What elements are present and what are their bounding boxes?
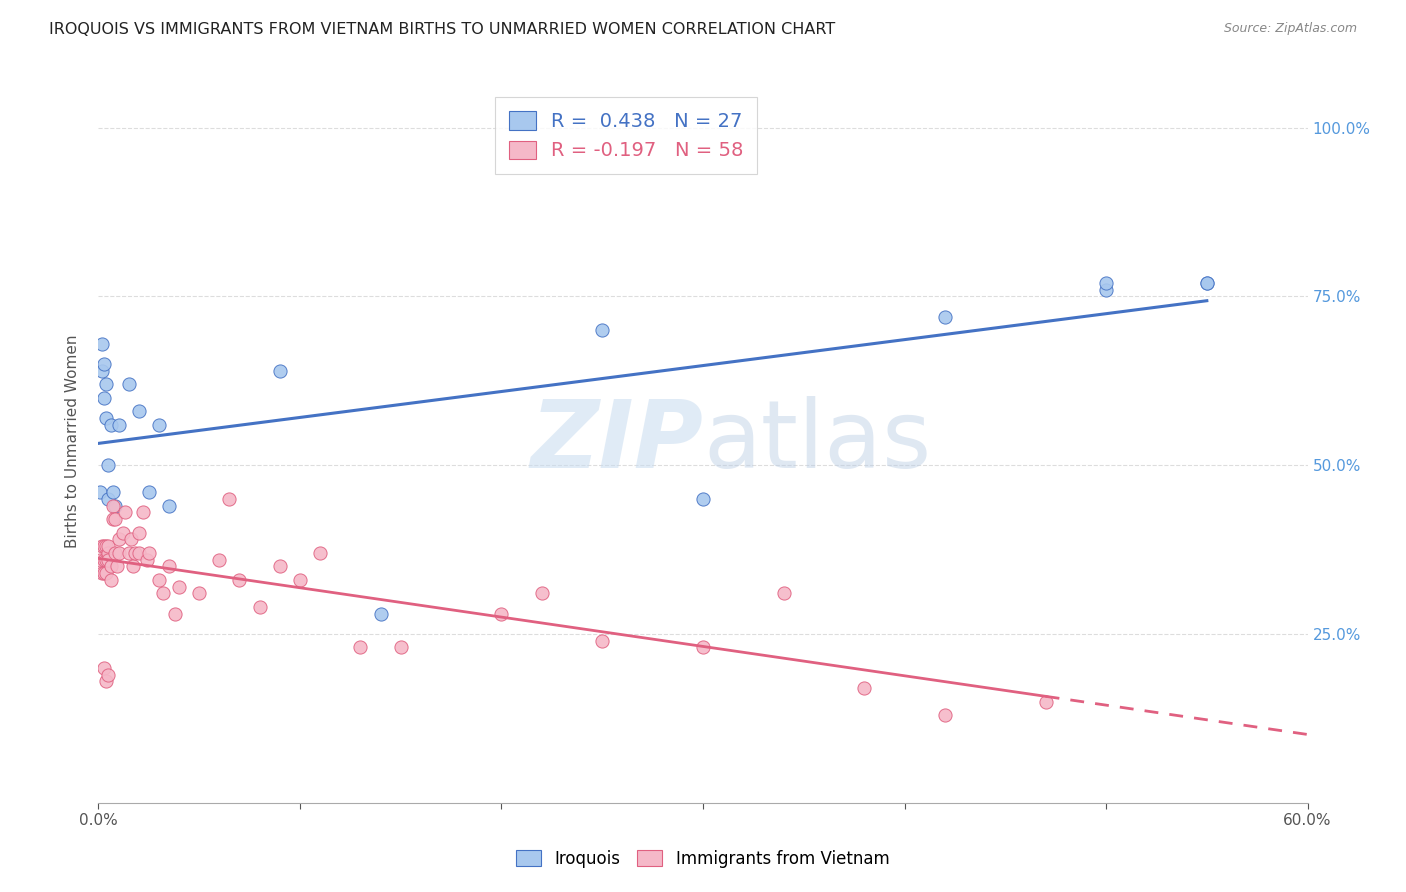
Point [120,533,142,547]
Point [103,499,125,513]
Point [96,552,118,566]
Text: Source: ZipAtlas.com: Source: ZipAtlas.com [1223,22,1357,36]
Point [121,559,143,574]
Point [103,512,125,526]
Point [97,546,120,560]
Point [349,640,371,655]
Point [89,485,111,500]
Point [91,364,114,378]
Point [491,607,513,621]
Point [93,391,115,405]
Point [188,586,211,600]
Point [89,552,111,566]
Point [96,674,118,689]
Point [389,640,412,655]
Point [269,364,291,378]
Point [114,505,136,519]
Text: ZIP: ZIP [530,395,703,488]
Point [218,491,240,506]
Point [93,566,115,581]
Point [91,539,114,553]
Point [93,539,115,553]
Point [124,546,146,560]
Point [269,559,291,574]
Point [530,586,553,600]
Point [1195,276,1218,290]
Point [128,525,150,540]
Point [107,546,129,560]
Point [101,512,124,526]
Point [100,417,122,432]
Point [100,573,122,587]
Point [249,599,271,614]
Point [107,417,129,432]
Text: atlas: atlas [703,395,931,488]
Point [138,485,160,500]
Point [1095,283,1118,297]
Legend: Iroquois, Immigrants from Vietnam: Iroquois, Immigrants from Vietnam [510,844,896,875]
Point [101,485,124,500]
Point [128,546,150,560]
Point [118,546,141,560]
Point [772,586,794,600]
Point [163,607,186,621]
Point [370,607,392,621]
Point [118,377,141,392]
Point [96,566,118,581]
Point [309,546,332,560]
Point [100,559,122,574]
Text: IROQUOIS VS IMMIGRANTS FROM VIETNAM BIRTHS TO UNMARRIED WOMEN CORRELATION CHART: IROQUOIS VS IMMIGRANTS FROM VIETNAM BIRT… [49,22,835,37]
Point [853,681,876,695]
Point [107,533,129,547]
Point [934,708,956,723]
Point [103,546,125,560]
Point [692,640,714,655]
Point [1195,276,1218,290]
Point [97,458,120,472]
Point [101,499,124,513]
Point [97,667,120,681]
Point [157,499,180,513]
Point [591,633,613,648]
Point [135,552,157,566]
Point [157,559,180,574]
Point [228,573,250,587]
Point [132,505,155,519]
Point [93,552,115,566]
Point [97,552,120,566]
Point [97,539,120,553]
Point [111,525,134,540]
Point [93,661,115,675]
Point [934,310,956,324]
Point [96,539,118,553]
Point [138,546,160,560]
Point [105,559,128,574]
Point [128,404,150,418]
Point [148,417,170,432]
Point [152,586,174,600]
Point [96,377,118,392]
Point [288,573,311,587]
Point [96,411,118,425]
Point [91,336,114,351]
Point [148,573,170,587]
Point [1035,694,1057,708]
Point [91,566,114,581]
Point [167,580,190,594]
Point [93,357,115,371]
Point [692,491,714,506]
Y-axis label: Births to Unmarried Women: Births to Unmarried Women [65,334,80,549]
Point [208,552,231,566]
Point [97,491,120,506]
Legend: R =  0.438   N = 27, R = -0.197   N = 58: R = 0.438 N = 27, R = -0.197 N = 58 [495,97,758,174]
Point [591,323,613,337]
Point [1095,276,1118,290]
